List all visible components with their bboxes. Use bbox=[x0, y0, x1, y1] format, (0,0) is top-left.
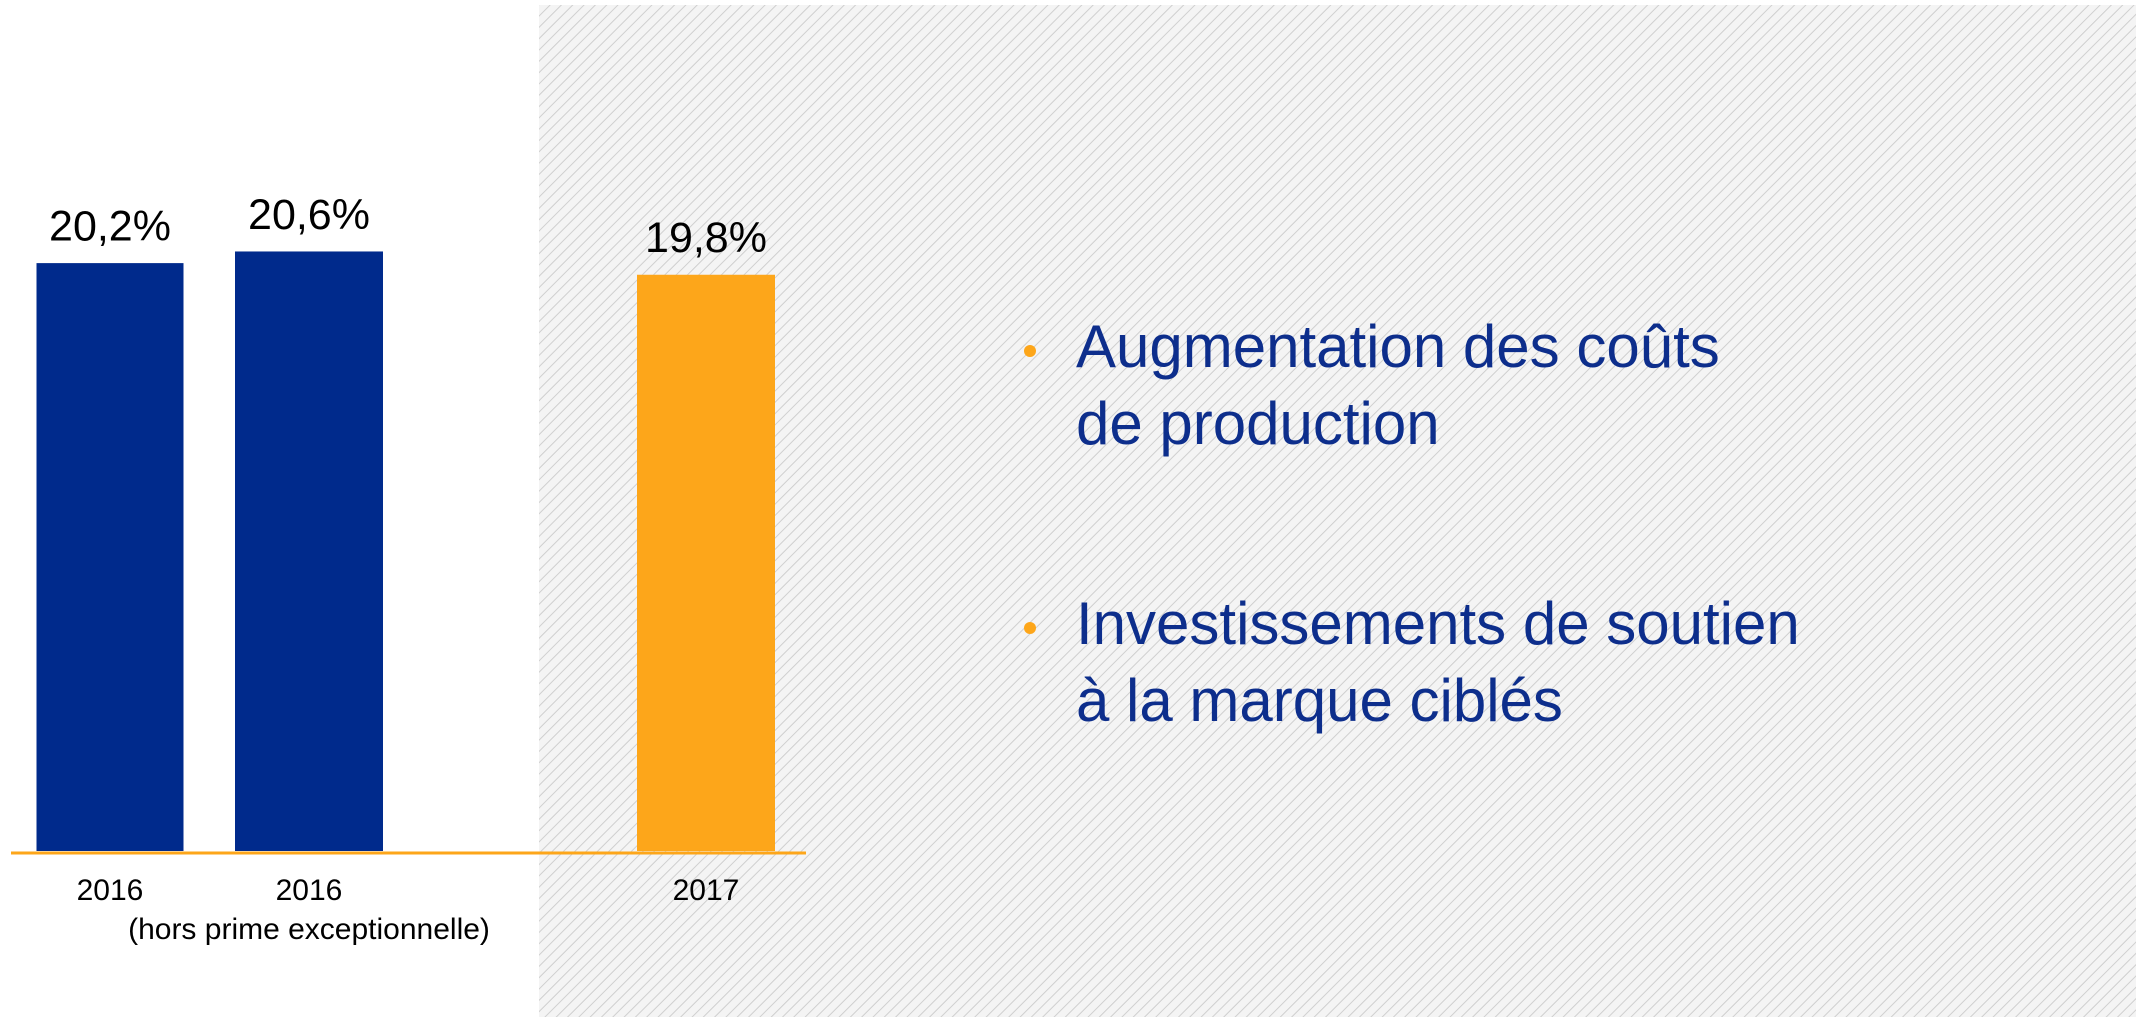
bullet-text: Augmentation des coûts bbox=[1076, 313, 1720, 380]
bar bbox=[36, 263, 184, 851]
bullet-text: de production bbox=[1076, 390, 1440, 457]
bar bbox=[637, 274, 775, 851]
x-tick-label: 2016 bbox=[77, 874, 144, 907]
bar bbox=[235, 251, 383, 851]
x-tick-label: 2016 bbox=[276, 874, 343, 907]
bullet-dot bbox=[1024, 622, 1036, 634]
bullet-dot bbox=[1024, 345, 1036, 357]
x-tick-label: 2017 bbox=[673, 874, 740, 907]
category-annotation: (hors prime exceptionnelle) bbox=[128, 913, 490, 946]
value-label: 20,6% bbox=[248, 191, 370, 239]
bullet-text: Investissements de soutien bbox=[1076, 590, 1800, 657]
value-label: 19,8% bbox=[645, 214, 767, 262]
hatched-panel bbox=[539, 5, 2136, 1017]
value-label: 20,2% bbox=[49, 202, 171, 250]
bullet-text: à la marque ciblés bbox=[1076, 667, 1563, 734]
chart: 20,2% 2016 20,6% 2016 19,8% 2017 (hors prime e… bbox=[11, 191, 1800, 946]
